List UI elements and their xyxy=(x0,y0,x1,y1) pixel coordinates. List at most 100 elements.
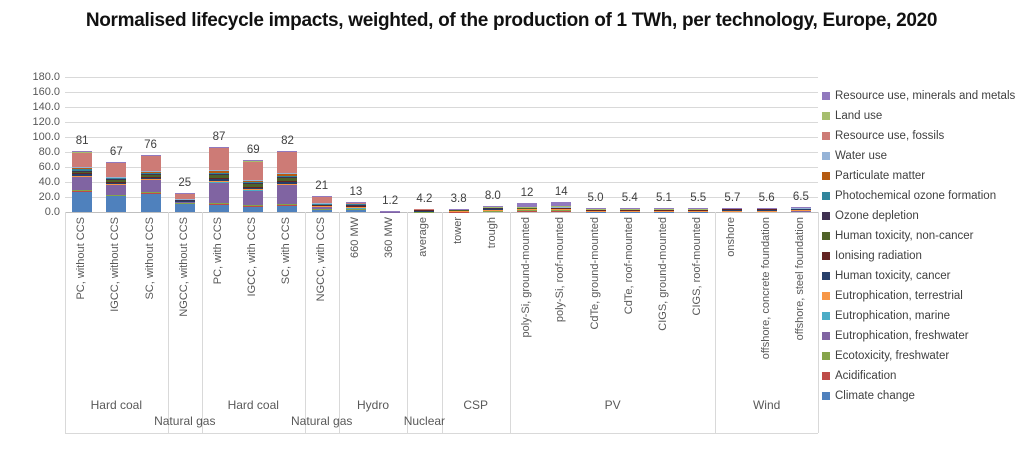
bar-segment xyxy=(243,160,264,162)
legend-swatch-icon xyxy=(822,232,830,240)
y-tick-label: 0.0 xyxy=(44,206,60,218)
bar-segment xyxy=(106,196,127,212)
legend-label: Land use xyxy=(835,110,883,122)
group-label: PV xyxy=(604,398,621,412)
bar-segment xyxy=(585,211,606,212)
legend-item: Water use xyxy=(822,146,1022,166)
bar-total-label: 21 xyxy=(315,180,329,193)
bar-segment xyxy=(756,208,777,210)
bar-segment xyxy=(277,151,298,173)
bar-segment xyxy=(277,184,298,204)
bar-segment xyxy=(448,209,469,210)
legend-label: Ecotoxicity, freshwater xyxy=(835,350,950,362)
bar-segment xyxy=(414,208,435,210)
bar-segment xyxy=(72,152,93,167)
bar-segment xyxy=(345,204,366,205)
x-tick-label: CIGS, ground-mounted xyxy=(656,217,669,331)
bar-segment xyxy=(72,175,93,177)
bar-segment xyxy=(243,183,264,187)
bar-segment xyxy=(448,209,469,212)
bar-total-label: 5.1 xyxy=(655,192,672,205)
legend-item: Land use xyxy=(822,106,1022,126)
legend-swatch-icon xyxy=(822,92,830,100)
bar-segment xyxy=(414,211,435,212)
x-tick-label: poly-Si, ground-mounted xyxy=(520,217,533,338)
x-tick-label: SC, with CCS xyxy=(280,217,293,285)
x-tick-label: CIGS, roof-mounted xyxy=(691,217,704,316)
bar-segment xyxy=(345,209,366,211)
x-tick-label: average xyxy=(417,217,430,257)
bar-segment xyxy=(551,206,572,207)
bar-segment xyxy=(722,208,743,211)
bar-segment xyxy=(243,179,264,181)
bar-segment xyxy=(345,203,366,205)
bar-segment xyxy=(174,199,195,201)
bar-segment xyxy=(517,206,538,208)
bar-segment xyxy=(106,178,127,180)
gridline xyxy=(65,137,818,138)
legend-swatch-icon xyxy=(822,152,830,160)
bar-segment xyxy=(790,208,811,211)
bar-segment xyxy=(482,210,503,212)
bar-segment xyxy=(756,207,777,209)
bar-segment xyxy=(106,182,127,184)
bar-segment xyxy=(345,202,366,203)
bar-segment xyxy=(517,209,538,210)
y-tick-label: 160.0 xyxy=(32,86,60,98)
bar-segment xyxy=(585,210,606,212)
legend-label: Ionising radiation xyxy=(835,250,922,262)
x-tick-label: IGCC, with CCS xyxy=(246,217,259,297)
legend-swatch-icon xyxy=(822,312,830,320)
group-separator xyxy=(65,212,66,433)
bar-segment xyxy=(517,203,538,207)
bar-segment xyxy=(311,203,332,204)
bar-segment xyxy=(277,183,298,185)
x-tick-label: SC, without CCS xyxy=(143,217,156,300)
legend-item: Resource use, fossils xyxy=(822,126,1022,146)
bar-segment xyxy=(551,201,572,207)
bar-segment xyxy=(72,169,93,171)
legend-swatch-icon xyxy=(822,332,830,340)
bar-segment xyxy=(311,206,332,207)
group-label: Hard coal xyxy=(227,398,279,412)
bar-segment xyxy=(209,147,230,148)
bar-segment xyxy=(482,208,503,209)
bar-segment xyxy=(653,209,674,211)
group-separator xyxy=(441,212,443,433)
bar-segment xyxy=(448,211,469,212)
bar-segment xyxy=(619,211,640,212)
group-separator xyxy=(509,212,511,433)
bar-segment xyxy=(243,183,264,184)
bar-segment xyxy=(551,209,572,210)
bar-segment xyxy=(106,162,127,163)
bar-segment xyxy=(722,208,743,210)
bar-segment xyxy=(277,172,298,174)
bar-segment xyxy=(140,170,161,172)
legend-swatch-icon xyxy=(822,172,830,180)
group-label: Natural gas xyxy=(154,414,216,428)
bar-segment xyxy=(72,191,93,212)
bar-segment xyxy=(209,147,230,170)
bar-segment xyxy=(414,210,435,212)
bar-segment xyxy=(209,178,230,182)
bar-segment xyxy=(482,206,503,208)
bar-segment xyxy=(585,209,606,210)
bar-segment xyxy=(277,184,298,185)
legend: Resource use, minerals and metals Land us… xyxy=(822,86,1022,406)
bar-total-label: 69 xyxy=(246,144,260,157)
bar-segment xyxy=(243,189,264,191)
x-tick-label: poly-Si, roof-mounted xyxy=(554,217,567,323)
bar-segment xyxy=(209,169,230,171)
legend-swatch-icon xyxy=(822,132,830,140)
bar-total-label: 14 xyxy=(554,185,568,198)
group-label: Wind xyxy=(752,398,781,412)
legend-label: Eutrophication, marine xyxy=(835,310,951,322)
bar-segment xyxy=(174,199,195,200)
legend-label: Eutrophication, freshwater xyxy=(835,330,969,342)
legend-item: Eutrophication, freshwater xyxy=(822,326,1022,346)
bar-segment xyxy=(72,151,93,152)
bar-segment xyxy=(311,206,332,210)
y-tick-label: 80.0 xyxy=(38,146,60,158)
x-tick-label: IGCC, without CCS xyxy=(109,217,122,312)
bar-segment xyxy=(243,160,264,161)
